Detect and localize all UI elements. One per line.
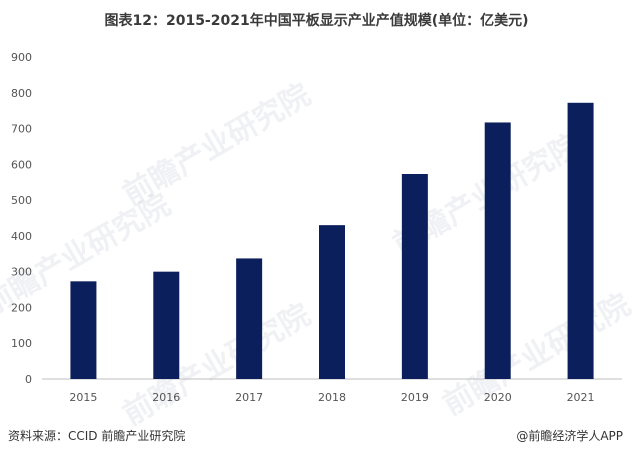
y-tick-label: 600 xyxy=(11,158,32,171)
y-tick-label: 200 xyxy=(11,301,32,314)
y-tick-label: 800 xyxy=(11,87,32,100)
x-tick-label: 2018 xyxy=(318,391,346,404)
bar xyxy=(567,102,594,379)
y-tick-label: 500 xyxy=(11,194,32,207)
y-tick-label: 900 xyxy=(11,51,32,64)
y-tick-label: 700 xyxy=(11,123,32,136)
credit-note: @前瞻经济学人APP xyxy=(516,429,623,443)
x-tick-label: 2021 xyxy=(567,391,595,404)
source-note: 资料来源：CCID 前瞻产业研究院 xyxy=(8,429,186,443)
bar xyxy=(236,258,263,379)
y-tick-label: 400 xyxy=(11,230,32,243)
y-tick-label: 0 xyxy=(25,373,32,386)
chart-title: 图表12：2015-2021年中国平板显示产业产值规模(单位：亿美元) xyxy=(104,13,529,29)
x-tick-label: 2017 xyxy=(235,391,263,404)
bar xyxy=(319,225,345,379)
bar xyxy=(70,281,97,379)
x-tick-label: 2019 xyxy=(401,391,429,404)
y-tick-label: 100 xyxy=(11,337,32,350)
y-tick-label: 300 xyxy=(11,266,32,279)
bar xyxy=(401,173,428,379)
bar xyxy=(484,122,511,380)
x-tick-label: 2015 xyxy=(69,391,97,404)
x-tick-label: 2020 xyxy=(484,391,512,404)
bar xyxy=(153,271,180,379)
x-tick-label: 2016 xyxy=(152,391,180,404)
